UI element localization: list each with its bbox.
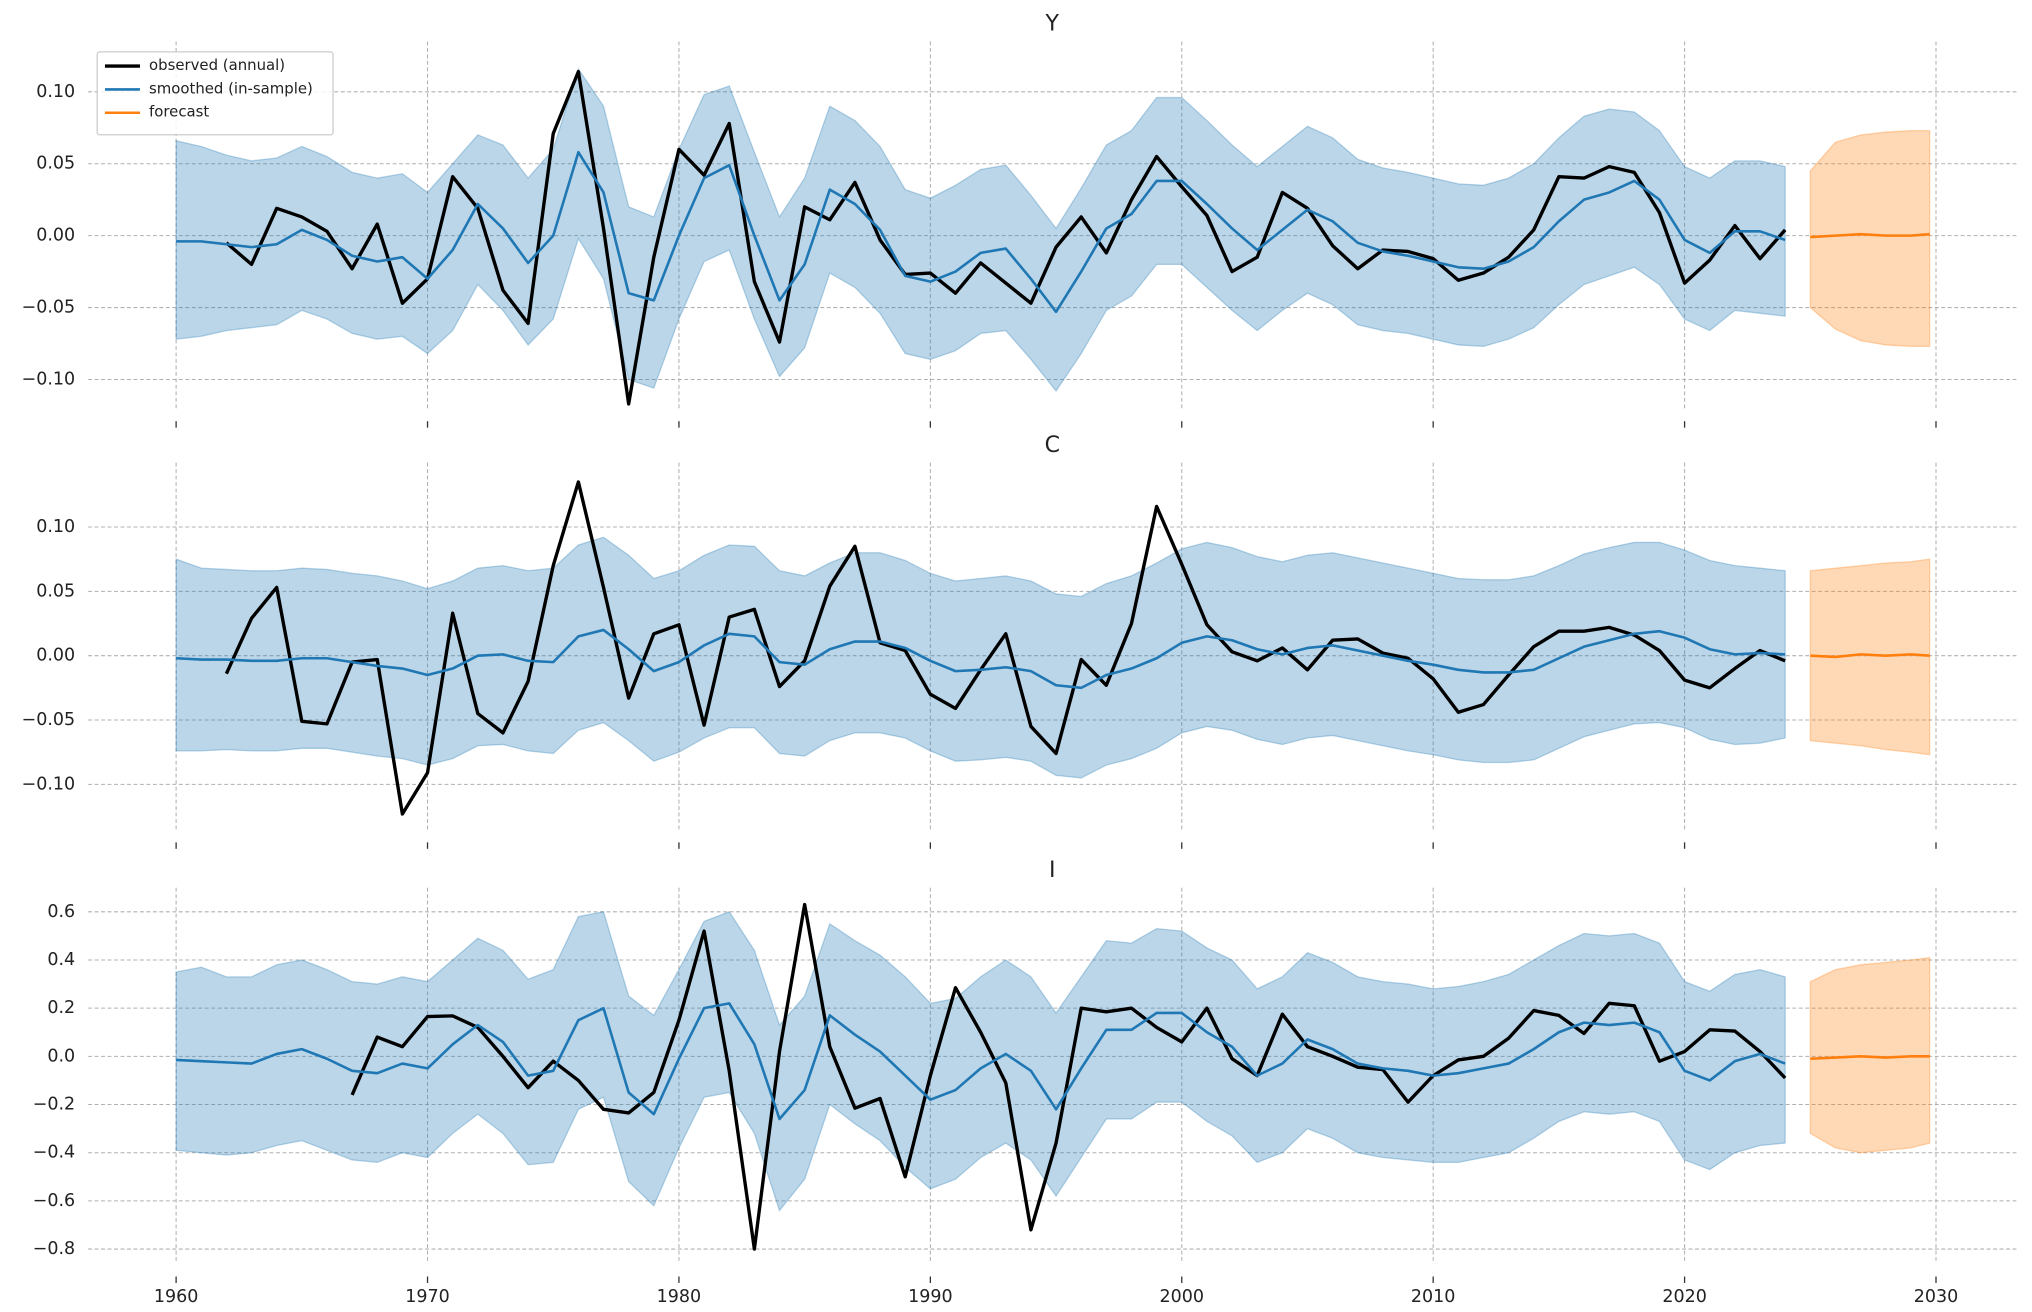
y-tick-label: 0.2 bbox=[47, 998, 75, 1018]
series-line bbox=[350, 902, 1787, 1251]
panel: −0.8 −0.6 −0.4 −0.2 0.0 0.2 0.4 0.6 1960 1970 1980… bbox=[33, 858, 2017, 1307]
panel: −0.10 −0.05 0.00 0.05 0.10 C bbox=[22, 433, 2017, 849]
y-tick-label: 0.00 bbox=[36, 226, 75, 246]
y-tick-label: −0.05 bbox=[22, 298, 76, 318]
confidence-band bbox=[1809, 558, 1931, 756]
y-tick-label: 0.05 bbox=[36, 581, 75, 601]
x-tick-label: 1980 bbox=[657, 1287, 701, 1307]
x-tick-label: 2030 bbox=[1914, 1287, 1959, 1307]
series-line bbox=[176, 150, 1786, 314]
y-tick-label: −0.6 bbox=[33, 1191, 75, 1211]
panel-title: Y bbox=[1045, 12, 1060, 37]
series-line bbox=[1810, 1055, 1930, 1061]
y-tick-label: −0.10 bbox=[22, 369, 76, 389]
y-tick-label: −0.8 bbox=[33, 1239, 75, 1259]
y-tick-label: 0.6 bbox=[47, 902, 75, 922]
confidence-band bbox=[1809, 956, 1931, 1154]
series-line bbox=[1810, 232, 1930, 239]
series-line bbox=[1810, 653, 1930, 659]
legend-label: forecast bbox=[149, 103, 209, 121]
confidence-band bbox=[175, 911, 1786, 1212]
series-line bbox=[176, 628, 1786, 690]
series-line bbox=[224, 480, 1786, 816]
confidence-band bbox=[175, 67, 1786, 393]
x-tick-label: 2000 bbox=[1160, 1287, 1204, 1307]
legend-label: observed (annual) bbox=[149, 56, 285, 74]
y-tick-label: 0.10 bbox=[36, 517, 75, 537]
series-line bbox=[225, 69, 1787, 406]
series-line bbox=[176, 1002, 1786, 1121]
legend-box bbox=[96, 51, 334, 136]
y-tick-label: −0.05 bbox=[22, 710, 76, 730]
y-tick-label: −0.2 bbox=[33, 1095, 75, 1115]
y-tick-label: −0.10 bbox=[22, 774, 76, 794]
x-tick-label: 2020 bbox=[1662, 1287, 1707, 1307]
x-tick-label: 1990 bbox=[908, 1287, 952, 1307]
y-tick-label: 0.00 bbox=[36, 646, 75, 666]
panel-title: C bbox=[1045, 433, 1060, 458]
y-tick-label: 0.4 bbox=[47, 950, 75, 970]
y-tick-label: 0.0 bbox=[47, 1046, 75, 1066]
x-tick-label: 1960 bbox=[154, 1287, 199, 1307]
y-tick-label: 0.05 bbox=[36, 154, 75, 174]
confidence-band bbox=[1809, 129, 1931, 348]
legend-label: smoothed (in-sample) bbox=[149, 79, 313, 97]
panel-title: I bbox=[1049, 858, 1056, 883]
y-tick-label: −0.4 bbox=[33, 1143, 75, 1163]
x-tick-label: 1970 bbox=[405, 1287, 450, 1307]
x-tick-label: 2010 bbox=[1411, 1287, 1456, 1307]
y-tick-label: 0.10 bbox=[36, 82, 75, 102]
confidence-band bbox=[175, 536, 1786, 779]
